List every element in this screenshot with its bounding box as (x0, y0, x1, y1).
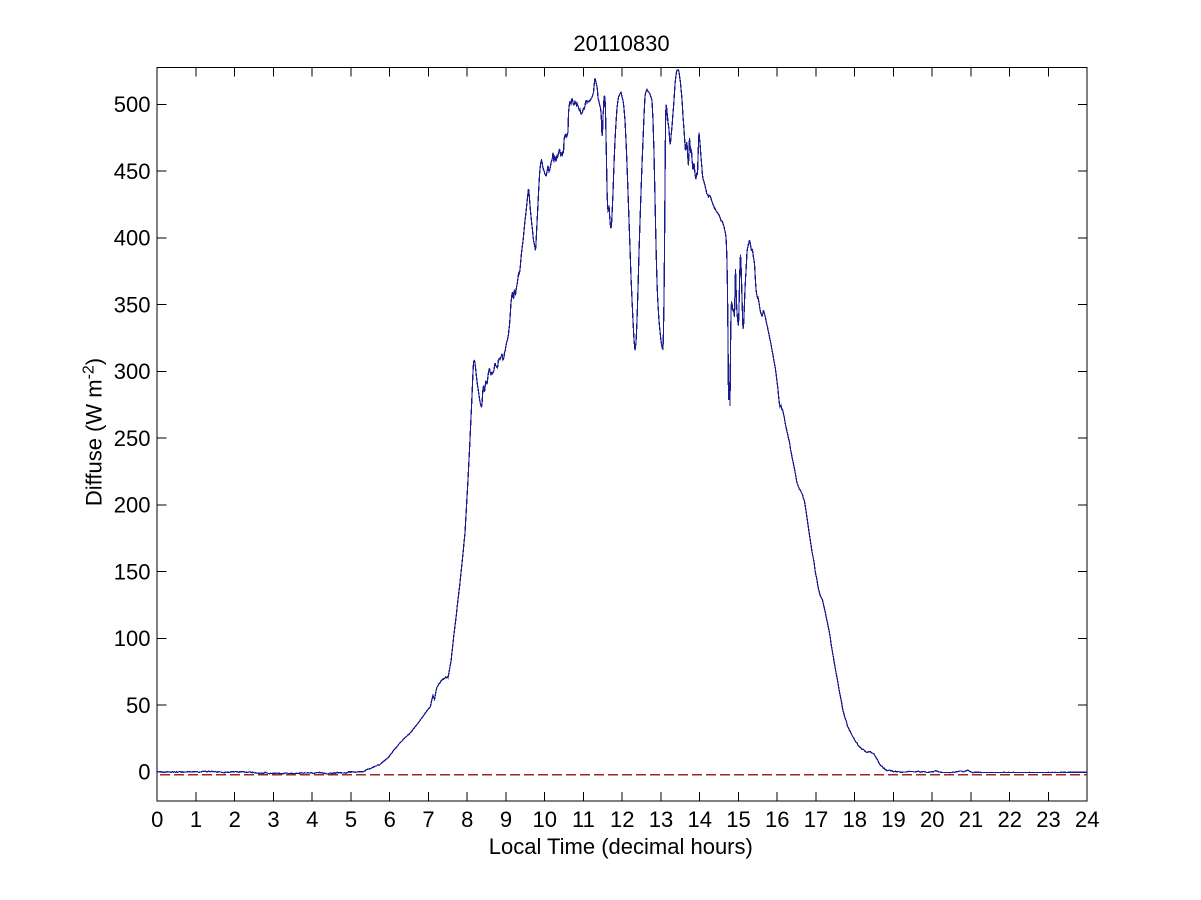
svg-text:2: 2 (229, 807, 241, 832)
svg-text:100: 100 (114, 626, 151, 651)
svg-text:5: 5 (345, 807, 357, 832)
svg-text:17: 17 (804, 807, 828, 832)
svg-text:6: 6 (384, 807, 396, 832)
svg-text:8: 8 (461, 807, 473, 832)
svg-text:150: 150 (114, 559, 151, 584)
svg-text:14: 14 (687, 807, 711, 832)
svg-text:Local Time (decimal hours): Local Time (decimal hours) (489, 834, 753, 859)
svg-text:18: 18 (842, 807, 866, 832)
svg-text:15: 15 (726, 807, 750, 832)
svg-text:0: 0 (151, 807, 163, 832)
svg-text:350: 350 (114, 292, 151, 317)
svg-text:200: 200 (114, 493, 151, 518)
svg-text:4: 4 (306, 807, 318, 832)
svg-text:12: 12 (610, 807, 634, 832)
svg-text:300: 300 (114, 359, 151, 384)
svg-text:24: 24 (1075, 807, 1099, 832)
svg-text:Diffuse (W m-2): Diffuse (W m-2) (80, 358, 106, 506)
svg-text:450: 450 (114, 159, 151, 184)
svg-text:20110830: 20110830 (573, 31, 669, 56)
svg-text:16: 16 (765, 807, 789, 832)
svg-text:22: 22 (997, 807, 1021, 832)
svg-text:21: 21 (959, 807, 983, 832)
svg-text:19: 19 (881, 807, 905, 832)
svg-text:1: 1 (190, 807, 202, 832)
svg-text:500: 500 (114, 92, 151, 117)
svg-text:23: 23 (1036, 807, 1060, 832)
svg-text:7: 7 (422, 807, 434, 832)
svg-text:20: 20 (920, 807, 944, 832)
svg-text:11: 11 (572, 807, 595, 832)
svg-text:0: 0 (138, 760, 150, 785)
svg-text:50: 50 (126, 693, 150, 718)
svg-text:3: 3 (267, 807, 279, 832)
svg-text:400: 400 (114, 226, 151, 251)
svg-text:9: 9 (500, 807, 512, 832)
svg-text:250: 250 (114, 426, 151, 451)
svg-text:10: 10 (532, 807, 556, 832)
svg-text:13: 13 (649, 807, 673, 832)
